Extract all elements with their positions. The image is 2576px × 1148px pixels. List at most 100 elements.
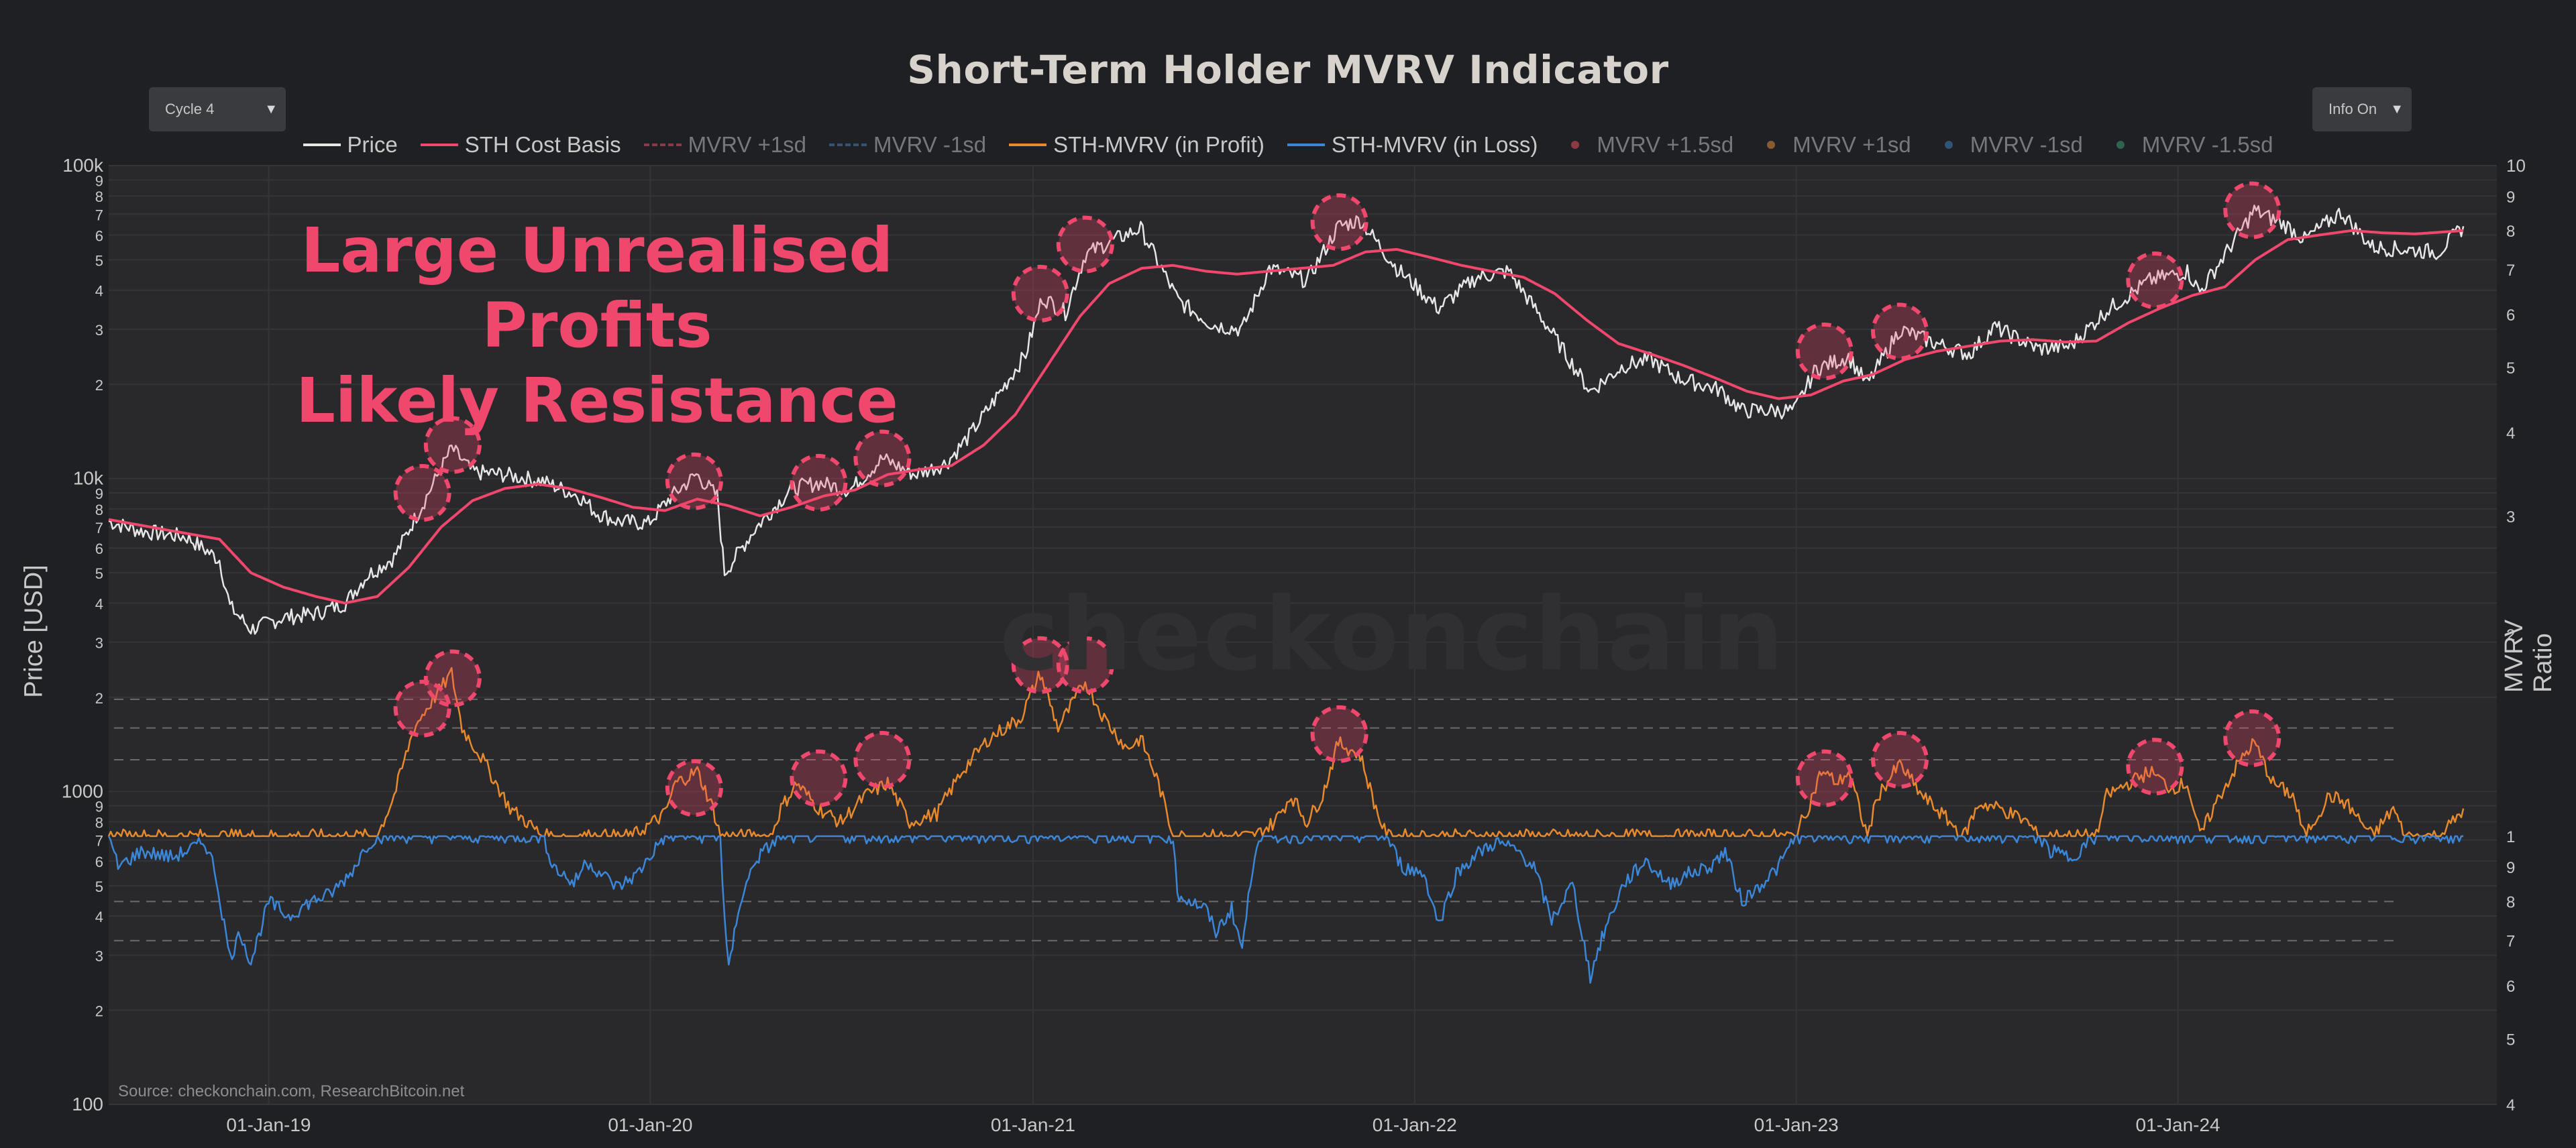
legend-item[interactable]: MVRV -1sd <box>829 132 986 158</box>
highlight-circle <box>1011 264 1069 323</box>
y-tick-label-left: 8 <box>95 815 103 831</box>
y-tick-label-right: 7 <box>2506 262 2515 280</box>
tick-labels-layer: 1002345678910002345678910k23456789100k45… <box>62 155 2526 1135</box>
legend-swatch <box>1009 144 1047 146</box>
y-tick-label-left: 3 <box>95 635 103 652</box>
legend-label: MVRV -1.5sd <box>2141 132 2273 157</box>
highlight-circle <box>2126 251 2184 310</box>
highlight-circle <box>1056 636 1114 694</box>
y-tick-label-left: 4 <box>95 283 103 300</box>
annotation-line-2: Likely Resistance <box>296 365 898 437</box>
y-tick-label-right: 7 <box>2506 933 2515 951</box>
cycle-dropdown[interactable]: Cycle 4 ▼ <box>149 87 286 131</box>
y-tick-label-right: 10 <box>2506 156 2526 176</box>
y-tick-label-left: 10k <box>73 468 104 489</box>
chart-title: Short-Term Holder MVRV Indicator <box>907 47 1669 93</box>
y-tick-label-left: 9 <box>95 485 103 502</box>
legend-item[interactable]: STH Cost Basis <box>420 132 621 158</box>
legend-label: Price <box>347 132 398 157</box>
legend-item[interactable]: STH-MVRV (in Profit) <box>1009 132 1265 158</box>
legend-item[interactable]: STH-MVRV (in Loss) <box>1287 132 1538 158</box>
y-tick-label-left: 2 <box>95 377 103 394</box>
chevron-down-icon: ▼ <box>264 102 278 117</box>
legend-label: STH-MVRV (in Profit) <box>1053 132 1265 157</box>
y-tick-label-left: 5 <box>95 252 103 269</box>
info-dropdown[interactable]: Info On ▼ <box>2312 87 2412 131</box>
legend-swatch <box>643 144 682 146</box>
legend-item[interactable]: MVRV +1sd <box>1756 132 1911 158</box>
legend-swatch <box>1767 141 1776 149</box>
highlight-circle <box>1011 636 1069 694</box>
legend-item[interactable]: MVRV -1sd <box>1934 132 2083 158</box>
highlight-circle <box>1795 749 1854 807</box>
legend-swatch <box>2116 141 2125 149</box>
y-tick-label-right: 5 <box>2506 1031 2515 1049</box>
highlight-circle <box>1795 322 1854 380</box>
legend-swatch <box>829 144 867 146</box>
y-tick-label-left: 5 <box>95 565 103 582</box>
legend-label: MVRV -1sd <box>1970 132 2083 157</box>
series-line <box>108 229 2464 605</box>
y-tick-label-right: 2 <box>2506 626 2515 644</box>
series-line <box>107 667 2465 838</box>
highlight-circle <box>665 759 723 817</box>
highlight-circle <box>1310 193 1368 251</box>
y-tick-label-right: 4 <box>2506 1096 2515 1114</box>
legend-item[interactable]: MVRV +1sd <box>643 132 806 158</box>
y-tick-label-right: 3 <box>2506 508 2515 526</box>
y-tick-label-left: 6 <box>95 228 103 245</box>
x-tick-label: 01-Jan-19 <box>226 1114 311 1135</box>
highlight-circle <box>1056 215 1114 274</box>
y-tick-label-left: 2 <box>95 690 103 707</box>
highlight-circle <box>393 679 451 738</box>
y-axis-label-right: MVRV Ratio <box>2500 619 2557 693</box>
x-tick-label: 01-Jan-20 <box>608 1114 692 1135</box>
source-note: Source: checkonchain.com, ResearchBitcoi… <box>118 1082 465 1100</box>
legend-label: MVRV +1sd <box>1792 132 1911 157</box>
legend-swatch <box>420 144 458 146</box>
legend-label: MVRV -1sd <box>873 132 987 157</box>
y-tick-label-left: 100k <box>62 155 104 176</box>
highlight-circle <box>2126 738 2184 796</box>
series-layer <box>107 205 2465 984</box>
legend-label: STH Cost Basis <box>464 132 621 157</box>
legend: Price STH Cost Basis MVRV +1sd MVRV -1sd STH… <box>0 129 2576 161</box>
highlight-circle <box>393 464 451 522</box>
x-tick-label: 01-Jan-21 <box>991 1114 1075 1135</box>
legend-label: STH-MVRV (in Loss) <box>1331 132 1538 157</box>
highlight-circle <box>1871 731 1929 789</box>
annotation-line-1: Large Unrealised Profits <box>301 215 894 361</box>
watermark: checkonchain <box>1000 577 1786 693</box>
highlight-circle <box>2223 181 2282 239</box>
legend-swatch <box>303 144 341 146</box>
series-line <box>107 835 2464 984</box>
annotation-text: Large Unrealised Profits Likely Resistan… <box>241 213 953 439</box>
y-tick-label-left: 7 <box>95 520 103 536</box>
legend-item[interactable]: MVRV +1.5sd <box>1560 132 1733 158</box>
y-tick-label-left: 8 <box>95 502 103 518</box>
legend-swatch <box>1287 144 1325 146</box>
y-tick-label-left: 5 <box>95 878 103 895</box>
y-tick-label-left: 6 <box>95 854 103 870</box>
highlight-circle <box>665 452 723 510</box>
y-tick-label-right: 9 <box>2506 859 2515 877</box>
cycle-dropdown-label: Cycle 4 <box>165 101 215 117</box>
y-tick-label-left: 6 <box>95 540 103 557</box>
highlight-circle <box>423 649 482 707</box>
x-tick-label: 01-Jan-23 <box>1754 1114 1839 1135</box>
y-tick-label-right: 1 <box>2506 828 2515 846</box>
legend-item[interactable]: Price <box>303 132 398 158</box>
highlight-circle <box>423 416 482 474</box>
info-dropdown-label: Info On <box>2328 101 2377 117</box>
y-axis-label-left: Price [USD] <box>19 565 48 698</box>
legend-item[interactable]: MVRV -1.5sd <box>2106 132 2273 158</box>
legend-label: MVRV +1.5sd <box>1597 132 1734 157</box>
legend-swatch <box>1571 141 1580 149</box>
highlight-circle <box>1871 302 1929 361</box>
y-tick-label-right: 6 <box>2506 306 2515 325</box>
chevron-down-icon: ▼ <box>2390 102 2404 117</box>
x-tick-label: 01-Jan-24 <box>2136 1114 2220 1135</box>
y-tick-label-right: 6 <box>2506 978 2515 996</box>
x-tick-label: 01-Jan-22 <box>1373 1114 1457 1135</box>
